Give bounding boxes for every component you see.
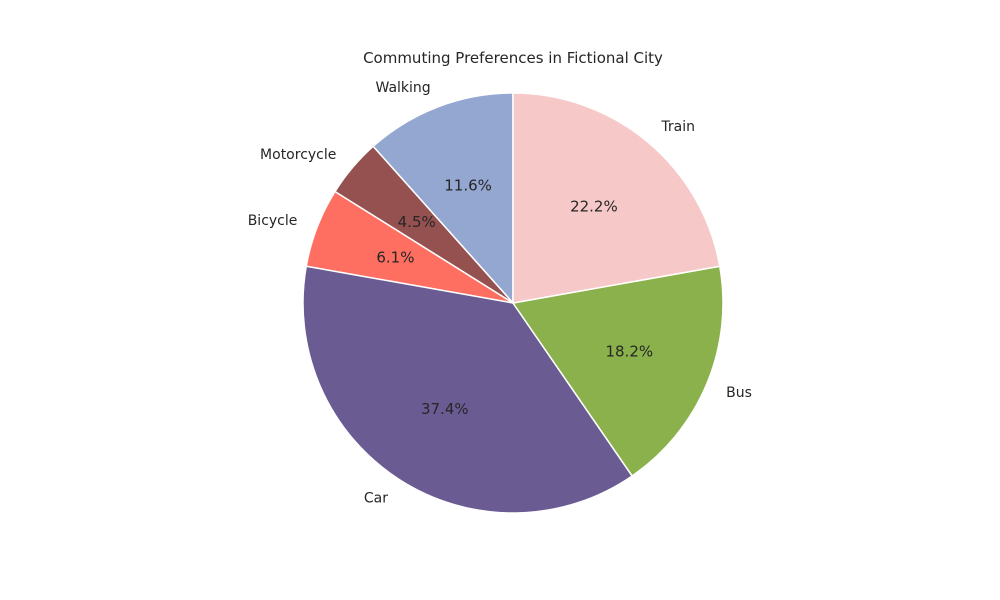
slice-percentage-walking: 11.6%	[444, 176, 492, 194]
slice-percentage-train: 22.2%	[570, 197, 618, 215]
slice-percentage-motorcycle: 4.5%	[398, 213, 436, 231]
slice-label-bicycle: Bicycle	[248, 213, 298, 229]
slice-label-bus: Bus	[726, 385, 752, 401]
slice-label-walking: Walking	[376, 80, 431, 96]
slice-percentage-car: 37.4%	[421, 400, 469, 418]
chart-title: Commuting Preferences in Fictional City	[363, 49, 663, 67]
slice-label-motorcycle: Motorcycle	[260, 147, 336, 163]
slice-label-train: Train	[660, 119, 695, 135]
slice-percentage-bus: 18.2%	[605, 343, 653, 361]
slice-percentage-bicycle: 6.1%	[376, 249, 414, 267]
pie-slice-train	[512, 92, 721, 304]
pie-slice-bus	[512, 265, 724, 477]
slice-label-car: Car	[364, 490, 388, 506]
pie-labels: Walking 11.6% Motorcycle 4.5% Bicycle 6.1% Car…	[248, 80, 752, 506]
pie-slices	[302, 92, 724, 514]
pie-slice-walking	[372, 92, 514, 304]
pie-slice-car	[302, 265, 633, 514]
